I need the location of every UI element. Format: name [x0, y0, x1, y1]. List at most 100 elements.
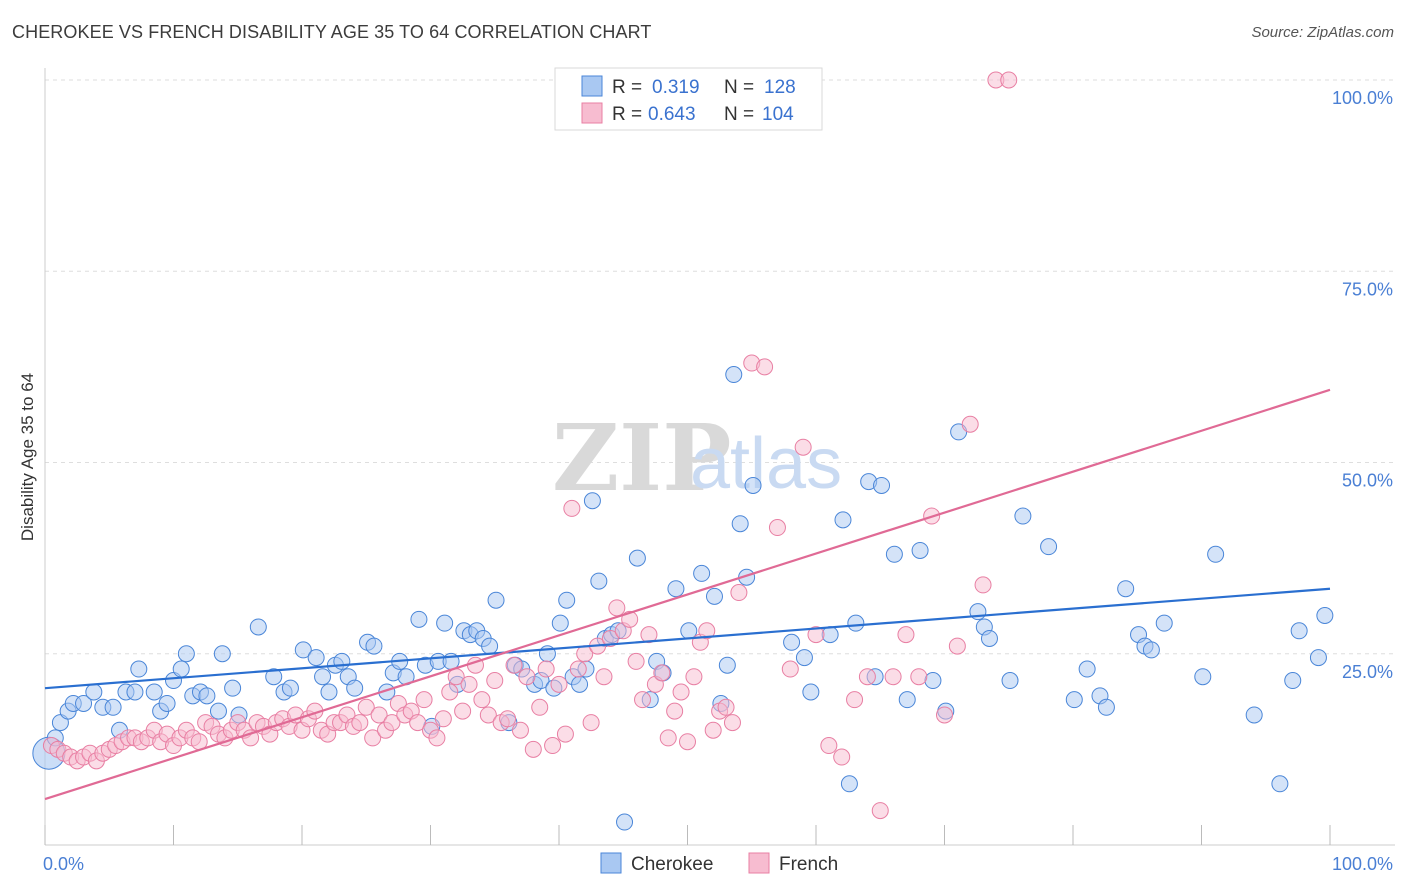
cherokee-point — [75, 694, 93, 712]
cherokee-point — [213, 645, 231, 663]
cherokee-point — [1316, 607, 1334, 624]
french-point — [511, 721, 529, 739]
cherokee-point — [126, 683, 144, 701]
cherokee-point — [177, 645, 195, 663]
french-point — [679, 733, 696, 751]
french-point — [820, 737, 838, 755]
cherokee-point — [1284, 672, 1302, 690]
french-point — [846, 691, 864, 709]
x-tick-label-0: 0.0% — [43, 854, 84, 874]
french-point — [608, 599, 626, 617]
cherokee-point — [558, 591, 576, 609]
french-point — [948, 637, 966, 655]
legend-n-value-1: 128 — [764, 77, 796, 98]
cherokee-point — [744, 476, 762, 494]
cherokee-point — [783, 633, 801, 651]
cherokee-point — [1014, 507, 1032, 525]
cherokee-point — [1097, 698, 1115, 716]
cherokee-point — [436, 614, 454, 632]
cherokee-point — [481, 637, 499, 655]
cherokee-point — [725, 366, 743, 384]
french-point — [499, 710, 517, 728]
french-point — [364, 729, 382, 747]
french-point — [858, 668, 876, 686]
french-point — [434, 710, 452, 728]
data-points — [32, 71, 1334, 831]
cherokee-point — [834, 511, 852, 529]
french-point — [974, 576, 992, 594]
french-point — [409, 714, 427, 732]
french-point — [556, 725, 574, 743]
cherokee-point — [924, 672, 942, 690]
legend-n-value-2: 104 — [762, 104, 794, 125]
legend-r-label-2: R = — [612, 104, 642, 125]
cherokee-point — [795, 649, 813, 667]
legend-bottom-label-french: French — [779, 854, 838, 875]
french-point — [833, 748, 851, 766]
french-point — [582, 714, 600, 732]
cherokee-point — [911, 541, 929, 559]
cherokee-point — [1078, 660, 1096, 678]
cherokee-point — [1290, 622, 1308, 640]
cherokee-point — [821, 626, 839, 644]
y-tick-label-0: 25.0% — [1342, 662, 1393, 682]
legend-bottom-swatch-french — [748, 852, 770, 874]
cherokee-point — [198, 687, 216, 705]
cherokee-point — [346, 679, 364, 697]
cherokee-point — [847, 614, 865, 632]
cherokee-point — [365, 637, 383, 655]
french-point — [666, 702, 684, 720]
cherokee-point — [667, 580, 685, 598]
cherokee-trend-line — [44, 587, 1331, 690]
cherokee-point — [294, 641, 312, 659]
cherokee-point — [802, 683, 820, 701]
legend-swatch-french — [581, 102, 603, 124]
cherokee-point — [333, 652, 351, 670]
legend-bottom-swatch-cherokee — [600, 852, 622, 874]
french-point — [659, 729, 677, 747]
french-point — [936, 706, 953, 724]
french-point — [794, 438, 812, 456]
cherokee-point — [840, 775, 858, 793]
cherokee-point — [104, 698, 122, 716]
tick-labels: 25.0% 50.0% 75.0% 100.0% 0.0% 100.0% — [43, 88, 1393, 874]
french-point — [351, 714, 369, 732]
cherokee-point — [145, 683, 163, 701]
cherokee-point — [590, 572, 608, 590]
cherokee-point — [1194, 668, 1212, 686]
french-point — [640, 626, 658, 644]
french-point — [961, 415, 979, 433]
legend-r-label-1: R = — [612, 77, 642, 98]
cherokee-point — [249, 618, 267, 636]
french-point — [653, 664, 671, 682]
french-point — [717, 698, 735, 716]
french-point — [884, 668, 902, 686]
cherokee-point — [1245, 706, 1263, 724]
cherokee-point — [172, 660, 190, 678]
french-point — [505, 656, 523, 674]
french-point — [685, 668, 703, 686]
cherokee-point — [1271, 775, 1289, 793]
legend-r-value-2: 0.643 — [648, 104, 696, 125]
french-point — [544, 737, 562, 755]
french-point — [486, 672, 504, 690]
french-point — [910, 668, 928, 686]
french-point — [460, 675, 478, 693]
x-tick-label-1: 100.0% — [1332, 854, 1393, 874]
cherokee-point — [1001, 672, 1019, 690]
french-trend-line — [44, 388, 1331, 801]
cherokee-point — [1065, 691, 1083, 709]
axes — [44, 68, 1395, 846]
french-point — [531, 698, 549, 716]
cherokee-point — [718, 656, 736, 674]
cherokee-point — [1142, 641, 1160, 659]
cherokee-point — [130, 660, 148, 678]
french-point — [537, 660, 555, 678]
y-axis-label: Disability Age 35 to 64 — [18, 373, 37, 541]
cherokee-point — [1207, 545, 1225, 563]
y-tick-label-2: 75.0% — [1342, 279, 1393, 299]
legend-n-label-1: N = — [724, 77, 754, 98]
cherokee-point — [1155, 614, 1173, 632]
cherokee-point — [705, 587, 723, 605]
